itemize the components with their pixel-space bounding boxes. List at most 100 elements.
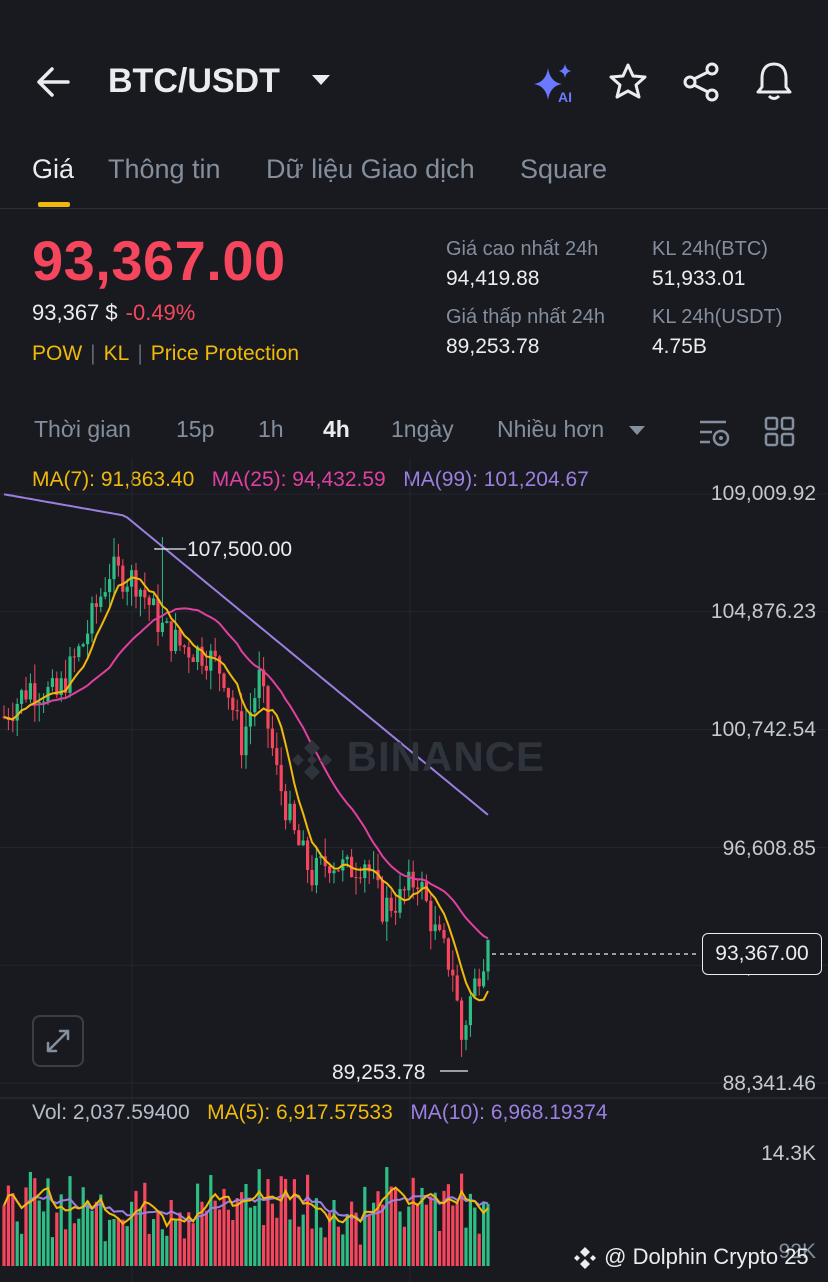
- candle-body: [222, 673, 226, 689]
- ai-label: AI: [558, 89, 572, 105]
- volume-bar: [130, 1201, 134, 1266]
- volume-bar: [310, 1228, 314, 1266]
- interval-15p[interactable]: 15p: [176, 416, 215, 442]
- volume-bar: [328, 1212, 332, 1266]
- candle-body: [11, 720, 15, 722]
- candle-body: [42, 701, 46, 703]
- star-icon[interactable]: [608, 62, 648, 102]
- dropdown-caret-icon[interactable]: [310, 72, 332, 88]
- volume-bar: [345, 1213, 349, 1266]
- volume-bar: [204, 1210, 208, 1266]
- candle-body: [244, 726, 248, 756]
- candle-body: [328, 866, 332, 874]
- tab-square[interactable]: Square: [520, 154, 608, 184]
- volume-legend: Vol: 2,037.59400 MA(5): 6,917.57533 MA(1…: [32, 1101, 608, 1125]
- volume-bar: [165, 1235, 169, 1266]
- more-caret-icon[interactable]: [628, 424, 646, 438]
- volume-bar: [191, 1223, 195, 1266]
- ma-legend: MA(7): 91,863.40 MA(25): 94,432.59 MA(99…: [32, 468, 589, 492]
- candle-body: [147, 597, 151, 606]
- volume-bar: [156, 1211, 160, 1266]
- candle-body: [253, 698, 257, 713]
- candle-body: [464, 1025, 468, 1040]
- volume-bar: [226, 1209, 230, 1266]
- binance-logo-icon: [292, 739, 332, 780]
- interval-more[interactable]: Nhiều hơn: [497, 416, 605, 442]
- volume-bar: [464, 1227, 468, 1266]
- ma99-value: MA(99): 101,204.67: [403, 468, 589, 491]
- candle-body: [363, 864, 367, 879]
- share-icon[interactable]: [682, 62, 722, 102]
- current-price-tag[interactable]: 93,367.00: [702, 933, 822, 975]
- tab-trading-data[interactable]: Dữ liệu Giao dịch: [266, 154, 475, 184]
- volume-bar: [292, 1179, 296, 1266]
- binance-watermark: BINANCE: [290, 733, 545, 782]
- candle-body: [345, 856, 349, 860]
- interval-1h[interactable]: 1h: [258, 416, 284, 442]
- back-arrow-icon[interactable]: [34, 64, 72, 100]
- header-bar: BTC/USDT AI: [0, 0, 828, 150]
- candle-body: [59, 678, 63, 696]
- volume-bar: [442, 1190, 446, 1266]
- ma25-value: MA(25): 94,432.59: [211, 468, 386, 491]
- candle-body: [486, 939, 490, 972]
- candle-body: [455, 975, 459, 1001]
- pair-title[interactable]: BTC/USDT: [108, 62, 280, 100]
- candle-body: [446, 938, 450, 970]
- layout-grid-icon[interactable]: [764, 416, 796, 448]
- candle-body: [143, 589, 147, 598]
- candle-body: [424, 882, 428, 901]
- candle-body: [394, 910, 398, 913]
- tag-price-protection[interactable]: Price Protection: [150, 342, 300, 365]
- tab-info[interactable]: Thông tin: [108, 154, 221, 184]
- candle-body: [306, 840, 310, 870]
- volume-bar: [477, 1233, 481, 1266]
- volume-bar: [68, 1176, 72, 1266]
- candle-body: [460, 1000, 464, 1040]
- candle-body: [442, 929, 446, 939]
- candle-body: [429, 900, 433, 932]
- candle-body: [169, 621, 173, 652]
- ai-sparkle-icon[interactable]: AI: [532, 62, 576, 106]
- tag-kl[interactable]: KL: [103, 342, 130, 365]
- volume-bar: [81, 1187, 85, 1266]
- volume-bar: [407, 1206, 411, 1266]
- candle-body: [240, 711, 244, 756]
- candle-body: [358, 877, 362, 879]
- tag-pow[interactable]: POW: [32, 342, 83, 365]
- vma5-line: [3, 1186, 489, 1229]
- candle-body: [235, 710, 239, 712]
- candle-body: [477, 978, 481, 987]
- price-chart[interactable]: [0, 460, 828, 1282]
- interval-1day[interactable]: 1ngày: [391, 416, 454, 442]
- volume-bar: [235, 1198, 239, 1266]
- ma25-line: [3, 607, 489, 940]
- volume-bar: [121, 1219, 125, 1266]
- interval-time[interactable]: Thời gian: [34, 416, 131, 442]
- candle-body: [332, 870, 336, 874]
- candle-body: [64, 678, 68, 693]
- volume-bar: [323, 1237, 327, 1266]
- volume-bar: [257, 1169, 261, 1266]
- interval-4h[interactable]: 4h: [323, 416, 350, 442]
- volume-bar: [222, 1188, 226, 1266]
- bell-icon[interactable]: [754, 60, 794, 102]
- volume-bar: [420, 1187, 424, 1266]
- high-marker-label: 107,500.00: [187, 538, 293, 561]
- volume-bar: [42, 1211, 46, 1266]
- volume-bar: [50, 1237, 54, 1266]
- candle-body: [134, 570, 138, 597]
- volume-bar: [380, 1204, 384, 1266]
- candle-body: [112, 556, 116, 580]
- volume-bar: [218, 1209, 222, 1266]
- tab-price[interactable]: Giá: [32, 154, 75, 184]
- volume-bar: [266, 1179, 270, 1266]
- volume-bar: [350, 1201, 354, 1266]
- volume-bar: [451, 1205, 455, 1266]
- indicator-settings-icon[interactable]: [698, 416, 732, 450]
- y-tick-6: 88,341.46: [722, 1072, 816, 1095]
- candle-body: [226, 688, 230, 698]
- fullscreen-button[interactable]: [32, 1015, 84, 1067]
- candle-body: [28, 683, 32, 700]
- volume-bar: [143, 1182, 147, 1266]
